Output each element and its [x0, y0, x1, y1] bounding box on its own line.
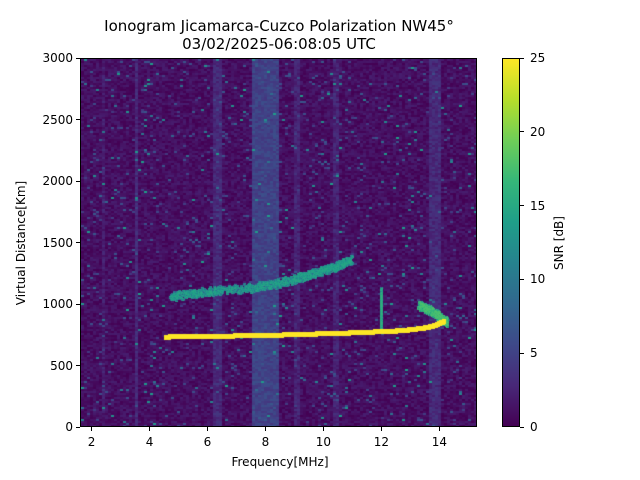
colorbar-tick-label: 15: [530, 198, 546, 213]
colorbar-tick: [520, 57, 524, 59]
y-tick: [76, 303, 80, 305]
x-tick: [438, 427, 440, 431]
colorbar-tick-label: 10: [530, 272, 546, 287]
colorbar-tick: [520, 131, 524, 133]
colorbar-tick-label: 5: [530, 346, 538, 361]
colorbar-tick-label: 0: [530, 420, 538, 434]
colorbar-label: SNR [dB]: [552, 216, 566, 270]
x-tick-label: 6: [203, 435, 212, 449]
chart-title: Ionogram Jicamarca-Cuzco Polarization NW…: [104, 17, 454, 35]
y-tick: [76, 180, 80, 182]
x-tick-label: 2: [87, 435, 96, 449]
x-tick-label: 12: [373, 435, 389, 449]
y-tick-label: 3000: [42, 51, 73, 65]
y-tick-label: 2500: [42, 112, 73, 127]
x-tick: [149, 427, 151, 431]
y-tick: [76, 365, 80, 366]
x-tick-label: 8: [261, 435, 270, 449]
y-tick-label: 0: [65, 420, 73, 434]
colorbar-tick: [520, 352, 524, 354]
colorbar-tick-label: 20: [530, 124, 546, 139]
colorbar-tick: [520, 205, 524, 207]
y-tick: [76, 426, 80, 428]
x-tick-label: 10: [315, 435, 332, 449]
ionogram-heatmap: [81, 59, 476, 426]
colorbar: [502, 58, 520, 427]
x-tick-label: 4: [145, 435, 154, 449]
x-tick: [380, 427, 382, 431]
y-tick: [76, 119, 80, 120]
colorbar-tick: [520, 426, 524, 428]
y-tick: [76, 242, 80, 243]
y-tick-label: 500: [50, 358, 73, 373]
chart-subtitle: 03/02/2025-06:08:05 UTC: [182, 35, 376, 53]
colorbar-tick: [520, 278, 524, 280]
y-tick-label: 1000: [42, 297, 73, 311]
colorbar-tick-label: 25: [530, 51, 546, 65]
y-tick: [76, 57, 80, 59]
x-tick: [207, 427, 208, 431]
ionogram-plot-area: [80, 58, 477, 427]
y-tick-label: 1500: [42, 235, 73, 250]
y-tick-label: 2000: [42, 174, 73, 188]
x-tick: [264, 427, 266, 431]
x-tick: [91, 427, 93, 431]
x-tick-label: 14: [431, 435, 447, 449]
x-axis-label: Frequency[MHz]: [231, 455, 329, 469]
x-tick: [322, 427, 324, 431]
